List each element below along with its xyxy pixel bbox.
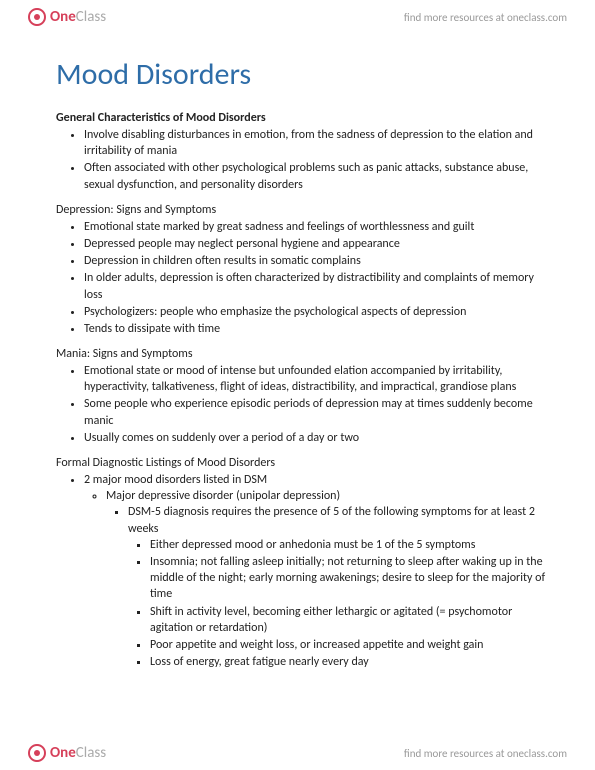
list-item: Shift in activity level, becoming either… xyxy=(150,604,547,636)
section-heading-mania: Mania: Signs and Symptoms xyxy=(56,347,547,361)
header-tagline: find more resources at oneclass.com xyxy=(404,11,567,24)
list-item: DSM-5 diagnosis requires the presence of… xyxy=(128,504,547,670)
list-item: 2 major mood disorders listed in DSM Maj… xyxy=(84,472,547,670)
list-item: Depressed people may neglect personal hy… xyxy=(84,236,547,252)
list-item-text: Major depressive disorder (unipolar depr… xyxy=(106,489,340,503)
list-item: Insomnia; not falling asleep initially; … xyxy=(150,554,547,603)
list-item: Involve disabling disturbances in emotio… xyxy=(84,127,547,159)
section-heading-general: General Characteristics of Mood Disorder… xyxy=(56,111,547,125)
document-body: Mood Disorders General Characteristics o… xyxy=(56,56,547,671)
section-list-depression: Emotional state marked by great sadness … xyxy=(56,219,547,337)
brand-class: Class xyxy=(76,8,106,26)
list-item: Often associated with other psychologica… xyxy=(84,160,547,192)
section-list-formal: 2 major mood disorders listed in DSM Maj… xyxy=(56,472,547,670)
list-item: Poor appetite and weight loss, or increa… xyxy=(150,637,547,653)
brand-logo-footer: OneClass xyxy=(28,744,106,762)
page-footer: OneClass find more resources at oneclass… xyxy=(0,736,595,770)
footer-tagline: find more resources at oneclass.com xyxy=(404,747,567,760)
list-item: Tends to dissipate with time xyxy=(84,321,547,337)
list-item: Emotional state or mood of intense but u… xyxy=(84,363,547,395)
brand-one: One xyxy=(50,8,76,26)
list-item: Usually comes on suddenly over a period … xyxy=(84,430,547,446)
brand-one: One xyxy=(50,744,76,762)
list-item-text: 2 major mood disorders listed in DSM xyxy=(84,473,267,487)
list-item: Psychologizers: people who emphasize the… xyxy=(84,304,547,320)
brand-logo: OneClass xyxy=(28,8,106,26)
list-item: Emotional state marked by great sadness … xyxy=(84,219,547,235)
section-heading-depression: Depression: Signs and Symptoms xyxy=(56,203,547,217)
page-header: OneClass find more resources at oneclass… xyxy=(0,0,595,34)
list-item: Major depressive disorder (unipolar depr… xyxy=(106,488,547,670)
brand-icon xyxy=(28,744,46,762)
section-heading-formal: Formal Diagnostic Listings of Mood Disor… xyxy=(56,456,547,470)
list-item: Depression in children often results in … xyxy=(84,253,547,269)
list-item: Either depressed mood or anhedonia must … xyxy=(150,537,547,553)
section-list-mania: Emotional state or mood of intense but u… xyxy=(56,363,547,446)
list-item: Loss of energy, great fatigue nearly eve… xyxy=(150,654,547,670)
brand-icon xyxy=(28,8,46,26)
section-list-general: Involve disabling disturbances in emotio… xyxy=(56,127,547,193)
list-item-text: DSM-5 diagnosis requires the presence of… xyxy=(128,505,535,535)
page-title: Mood Disorders xyxy=(56,56,547,93)
list-item: In older adults, depression is often cha… xyxy=(84,270,547,302)
brand-class: Class xyxy=(76,744,106,762)
list-item: Some people who experience episodic peri… xyxy=(84,396,547,428)
